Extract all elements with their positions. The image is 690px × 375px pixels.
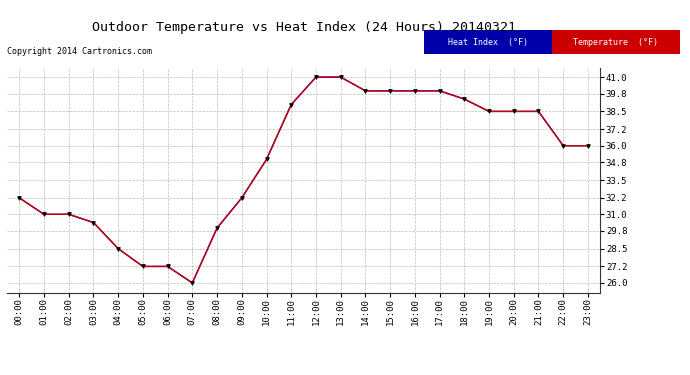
Text: Copyright 2014 Cartronics.com: Copyright 2014 Cartronics.com: [7, 47, 152, 56]
Text: Temperature  (°F): Temperature (°F): [573, 38, 658, 47]
Text: Outdoor Temperature vs Heat Index (24 Hours) 20140321: Outdoor Temperature vs Heat Index (24 Ho…: [92, 21, 515, 34]
Text: Heat Index  (°F): Heat Index (°F): [448, 38, 528, 47]
